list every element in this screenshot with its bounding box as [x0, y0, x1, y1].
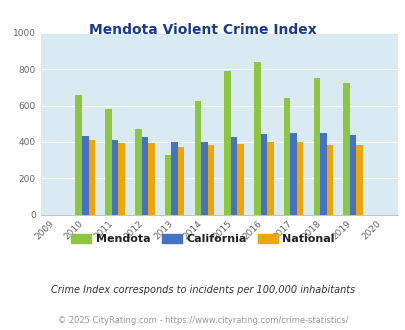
Bar — [200, 142, 207, 214]
Bar — [82, 136, 88, 214]
Bar — [283, 98, 290, 214]
Text: Mendota Violent Crime Index: Mendota Violent Crime Index — [89, 23, 316, 37]
Bar — [230, 137, 237, 214]
Bar — [148, 143, 154, 214]
Bar — [326, 145, 333, 214]
Text: Crime Index corresponds to incidents per 100,000 inhabitants: Crime Index corresponds to incidents per… — [51, 285, 354, 295]
Bar — [224, 71, 230, 215]
Bar — [207, 145, 214, 214]
Bar — [313, 79, 320, 214]
Bar — [171, 142, 177, 214]
Bar — [105, 109, 111, 214]
Legend: Mendota, California, National: Mendota, California, National — [67, 229, 338, 248]
Bar — [349, 135, 356, 214]
Text: © 2025 CityRating.com - https://www.cityrating.com/crime-statistics/: © 2025 CityRating.com - https://www.city… — [58, 315, 347, 325]
Bar — [266, 142, 273, 214]
Bar — [290, 133, 296, 214]
Bar — [118, 143, 125, 214]
Bar — [260, 134, 266, 214]
Bar — [254, 62, 260, 214]
Bar — [237, 144, 243, 214]
Bar — [164, 154, 171, 214]
Bar — [75, 95, 82, 214]
Bar — [343, 83, 349, 214]
Bar — [296, 142, 303, 214]
Bar — [194, 101, 200, 214]
Bar — [141, 137, 148, 214]
Bar — [177, 148, 184, 214]
Bar — [88, 140, 95, 214]
Bar — [134, 129, 141, 214]
Bar — [356, 145, 362, 214]
Bar — [320, 133, 326, 214]
Bar — [111, 140, 118, 214]
